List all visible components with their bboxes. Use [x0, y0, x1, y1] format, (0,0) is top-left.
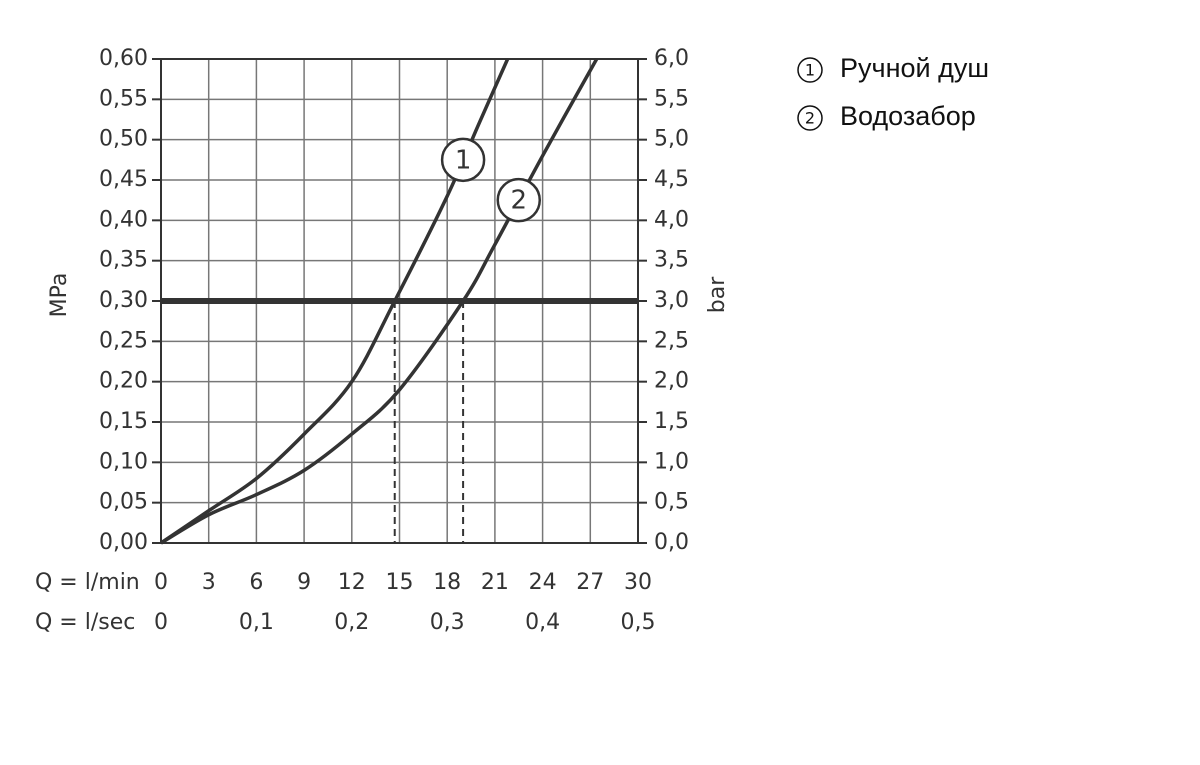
y-tick-label: 0,45	[99, 167, 148, 192]
y-tick-label: 0,60	[99, 46, 148, 71]
y-tick-label: 0,55	[99, 86, 148, 111]
y-tick-label: 0,50	[99, 127, 148, 152]
curve	[160, 58, 599, 545]
x2-tick-label: 0,2	[334, 610, 369, 635]
y-tick-label: 0,10	[99, 449, 148, 474]
x-tick-label: 18	[433, 570, 461, 595]
x-tick-label: 27	[576, 570, 604, 595]
y2-tick-label: 2,0	[654, 369, 689, 394]
y-tick-label: 0,20	[99, 369, 148, 394]
x-tick-label: 30	[624, 570, 652, 595]
y2-tick-label: 5,0	[654, 127, 689, 152]
y-tick-label: 0,30	[99, 288, 148, 313]
y-tick-label: 0,35	[99, 248, 148, 273]
x-axis-label: Q = l/min	[35, 570, 140, 595]
x2-tick-label: 0,5	[621, 610, 656, 635]
curve-label-circle	[440, 137, 486, 183]
y2-tick-label: 4,5	[654, 167, 689, 192]
x-tick-label: 15	[386, 570, 414, 595]
y-tick-label: 0,00	[99, 530, 148, 555]
y2-tick-label: 5,5	[654, 86, 689, 111]
curve-label: 1	[455, 145, 472, 175]
x-tick-label: 12	[338, 570, 366, 595]
y2-tick-label: 3,0	[654, 288, 689, 313]
y2-tick-label: 1,5	[654, 409, 689, 434]
y2-tick-label: 0,5	[654, 490, 689, 515]
y2-tick-label: 2,5	[654, 328, 689, 353]
x-tick-label: 9	[297, 570, 311, 595]
x2-tick-label: 0,4	[525, 610, 560, 635]
y2-axis-label: bar	[705, 276, 730, 313]
y-tick-label: 0,15	[99, 409, 148, 434]
curve-label: 2	[510, 186, 527, 216]
y-tick-label: 0,40	[99, 207, 148, 232]
x-tick-label: 24	[529, 570, 557, 595]
x-tick-label: 0	[154, 570, 168, 595]
y-tick-label: 0,05	[99, 490, 148, 515]
curve-label-circle	[496, 177, 541, 223]
legend-marker-label: 1	[805, 61, 815, 80]
y2-tick-label: 6,0	[654, 46, 689, 71]
y-tick-label: 0,25	[99, 328, 148, 353]
y2-tick-label: 3,5	[654, 248, 689, 273]
x2-tick-label: 0,1	[239, 610, 274, 635]
y2-tick-label: 0,0	[654, 530, 689, 555]
x-tick-label: 21	[481, 570, 509, 595]
y-axis-label: MPa	[47, 273, 72, 318]
y2-tick-label: 4,0	[654, 207, 689, 232]
x2-tick-label: 0,3	[430, 610, 465, 635]
legend-label: Ручной душ	[840, 53, 989, 83]
legend-label: Водозабор	[840, 101, 976, 131]
y2-tick-label: 1,0	[654, 449, 689, 474]
legend-marker-label: 2	[805, 109, 815, 128]
x2-tick-label: 0	[154, 610, 168, 635]
x2-axis-label: Q = l/sec	[35, 610, 135, 635]
x-tick-label: 6	[249, 570, 263, 595]
legend-marker	[797, 105, 823, 131]
legend-marker	[797, 57, 823, 83]
x-tick-label: 3	[202, 570, 216, 595]
